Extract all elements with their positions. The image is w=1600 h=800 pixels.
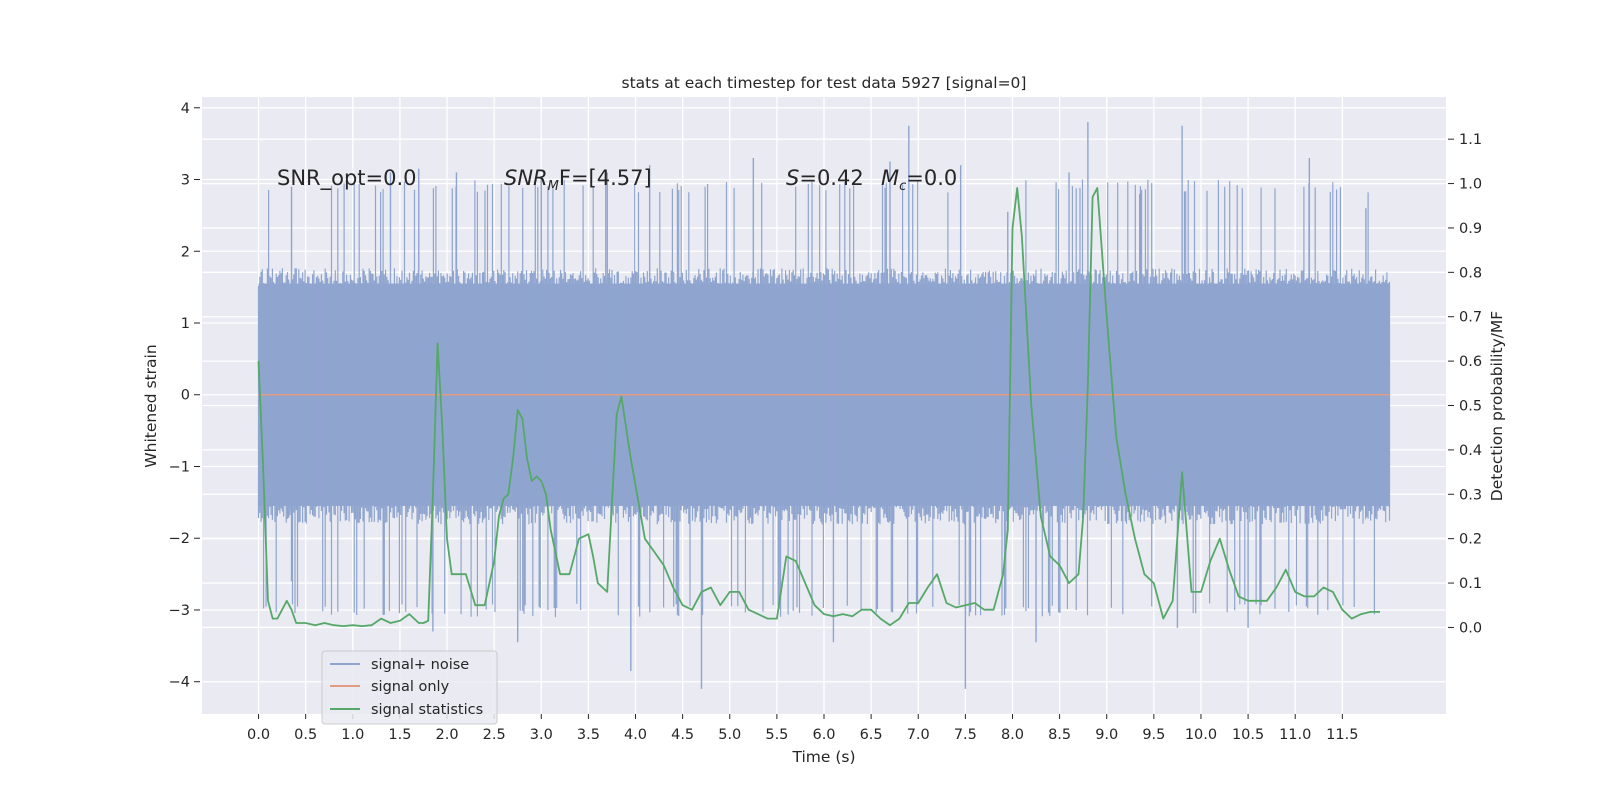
y-tick-label-0: 4 (181, 101, 190, 117)
y2-tick-label-2: 0.9 (1459, 221, 1482, 237)
x-tick-label-6: 3.0 (530, 727, 553, 743)
x-tick-label-7: 3.5 (577, 727, 600, 743)
y-tick-label-6: −2 (169, 531, 190, 547)
s-annotation: S=0.42 (786, 166, 864, 190)
legend-label-signal: signal only (371, 679, 450, 695)
x-tick-label-14: 7.0 (907, 727, 930, 743)
legend-label-stats: signal statistics (371, 702, 483, 718)
signal-noise-spikes (290, 122, 1367, 689)
x-tick-label-0: 0.0 (247, 727, 270, 743)
y2-tick-label-0: 1.1 (1459, 132, 1482, 148)
y2-tick-label-6: 0.5 (1459, 399, 1482, 415)
y2-tick-label-8: 0.3 (1459, 487, 1482, 503)
mc-value: =0.0 (906, 166, 957, 190)
x-tick-label-5: 2.5 (483, 727, 506, 743)
y2-tick-label-7: 0.4 (1459, 443, 1482, 459)
x-tick-label-23: 11.5 (1326, 727, 1358, 743)
y2-tick-label-4: 0.7 (1459, 310, 1482, 326)
y2-tick-label-1: 1.0 (1459, 177, 1482, 193)
y-tick-label-3: 1 (181, 316, 190, 332)
x-tick-label-4: 2.0 (435, 727, 458, 743)
x-tick-label-22: 11.0 (1279, 727, 1311, 743)
legend: signal+ noise signal only signal statist… (321, 650, 498, 725)
y2-axis-label: Detection probability/MF (1488, 311, 1506, 502)
mc-italic: M (881, 166, 899, 190)
y-tick-labels: 4 3 2 1 0 −1 −2 −3 −4 (169, 101, 200, 691)
x-tick-label-19: 9.5 (1142, 727, 1165, 743)
x-tick-label-12: 6.0 (812, 727, 835, 743)
x-tick-label-15: 7.5 (954, 727, 977, 743)
y-tick-label-5: −1 (169, 459, 190, 475)
x-tick-label-13: 6.5 (860, 727, 883, 743)
x-tick-label-18: 9.0 (1095, 727, 1118, 743)
x-tick-label-16: 8.0 (1001, 727, 1024, 743)
y2-tick-label-3: 0.8 (1459, 265, 1482, 281)
legend-label-noise: signal+ noise (371, 657, 469, 673)
x-axis-label: Time (s) (791, 748, 855, 766)
y2-tick-labels: 1.1 1.0 0.9 0.8 0.7 0.6 0.5 0.4 0.3 0.2 0.1 0.0 (1448, 132, 1482, 636)
x-tick-labels: 0.0 0.5 1.0 1.5 2.0 2.5 3.0 3.5 4.0 4.5 5.0 5.5 6.0 6… (247, 714, 1358, 743)
snr-mf-tail: F=[4.57] (559, 166, 652, 190)
snr-mf-main: SNR (504, 166, 548, 190)
s-value: =0.42 (799, 166, 863, 190)
legend-box (321, 650, 498, 725)
snr-opt-annotation: SNR_opt=0.0 (277, 166, 417, 191)
mc-sub: c (899, 179, 906, 194)
x-tick-label-3: 1.5 (388, 727, 411, 743)
y2-tick-label-5: 0.6 (1459, 354, 1482, 370)
x-tick-label-21: 10.5 (1232, 727, 1264, 743)
y-tick-label-7: −3 (169, 603, 190, 619)
y-tick-label-4: 0 (181, 388, 190, 404)
mc-annotation: Mc=0.0 (881, 166, 957, 194)
x-tick-label-17: 8.5 (1048, 727, 1071, 743)
x-tick-label-1: 0.5 (294, 727, 317, 743)
snr-mf-sub: M (548, 179, 559, 194)
annotations: SNR_opt=0.0 SNRMF=[4.57] S=0.42 Mc=0.0 (277, 166, 957, 194)
signal-statistics-line (257, 187, 1380, 627)
y2-tick-label-9: 0.2 (1459, 532, 1482, 548)
y2-tick-label-10: 0.1 (1459, 576, 1482, 592)
snr-mf-annotation: SNRMF=[4.57] (504, 166, 652, 194)
x-tick-label-2: 1.0 (341, 727, 364, 743)
x-tick-label-20: 10.0 (1185, 727, 1217, 743)
y2-tick-label-11: 0.0 (1459, 620, 1482, 636)
y-tick-label-8: −4 (169, 675, 190, 691)
s-italic: S (786, 166, 799, 190)
x-tick-label-9: 4.5 (671, 727, 694, 743)
x-tick-label-10: 5.0 (718, 727, 741, 743)
x-tick-label-11: 5.5 (765, 727, 788, 743)
chart-title: stats at each timestep for test data 592… (622, 74, 1027, 92)
y-axis-label: Whitened strain (142, 344, 160, 467)
y-tick-label-2: 2 (181, 244, 190, 260)
y-tick-label-1: 3 (181, 173, 190, 189)
x-tick-label-8: 4.0 (624, 727, 647, 743)
